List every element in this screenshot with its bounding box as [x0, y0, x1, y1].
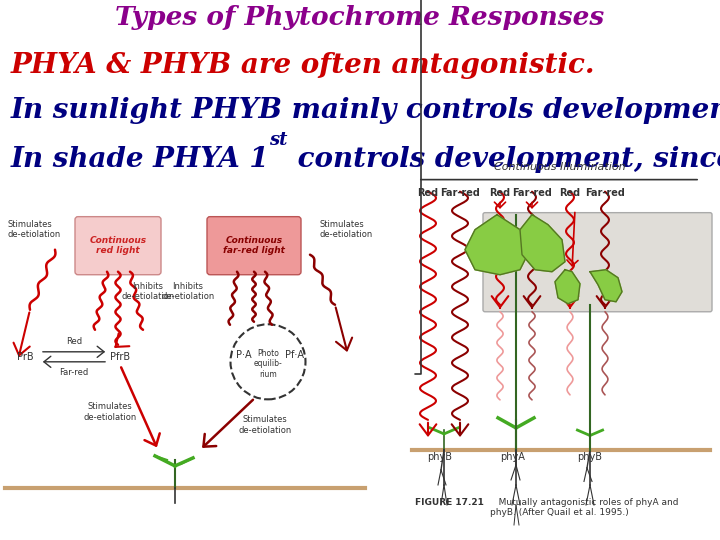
Text: PfrB: PfrB: [110, 352, 130, 362]
Text: Continuous
red light: Continuous red light: [89, 236, 147, 255]
Text: In sunlight PHYB mainly controls development: In sunlight PHYB mainly controls develop…: [11, 97, 720, 124]
FancyBboxPatch shape: [483, 213, 712, 312]
Text: Inhibits
de-etiolation: Inhibits de-etiolation: [122, 282, 175, 301]
Text: PrB: PrB: [17, 352, 33, 362]
Text: Stimulates
de-etiolation: Stimulates de-etiolation: [84, 402, 137, 422]
Text: Pf·A: Pf·A: [286, 350, 305, 360]
Text: phyB: phyB: [428, 452, 452, 462]
Text: Red: Red: [418, 187, 438, 198]
Text: Types of Phytochrome Responses: Types of Phytochrome Responses: [115, 5, 605, 30]
Text: Stimulates
de-etiolation: Stimulates de-etiolation: [238, 415, 292, 435]
Text: Red: Red: [490, 187, 510, 198]
Text: phyB: phyB: [577, 452, 603, 462]
Text: FIGURE 17.21: FIGURE 17.21: [415, 498, 484, 507]
FancyBboxPatch shape: [207, 217, 301, 275]
Polygon shape: [590, 269, 622, 302]
Text: Continuous Illumination: Continuous Illumination: [494, 161, 626, 172]
Text: st: st: [269, 131, 288, 149]
Text: Red: Red: [66, 337, 82, 346]
Text: Far-red: Far-red: [585, 187, 625, 198]
Text: Continuous
far-red light: Continuous far-red light: [223, 236, 285, 255]
Text: controls development, since FR is high: controls development, since FR is high: [288, 146, 720, 173]
Text: Inhibits
de-etiolation: Inhibits de-etiolation: [161, 282, 215, 301]
Text: Photo
equilib-
rium: Photo equilib- rium: [253, 349, 282, 379]
Text: PHYA & PHYB are often antagonistic.: PHYA & PHYB are often antagonistic.: [11, 52, 595, 79]
Polygon shape: [465, 215, 530, 275]
Text: Stimulates
de-etiolation: Stimulates de-etiolation: [8, 220, 61, 239]
FancyBboxPatch shape: [75, 217, 161, 275]
Text: Far-red: Far-red: [512, 187, 552, 198]
Polygon shape: [520, 215, 565, 272]
Polygon shape: [555, 269, 580, 304]
Text: phyA: phyA: [500, 452, 526, 462]
Text: Mutually antagonistic roles of phyA and
phyB. (After Quail et al. 1995.): Mutually antagonistic roles of phyA and …: [490, 498, 678, 517]
Text: Far-red: Far-red: [59, 368, 89, 377]
Text: Red: Red: [559, 187, 580, 198]
Text: P·A: P·A: [236, 350, 252, 360]
Text: Stimulates
de-etiolation: Stimulates de-etiolation: [320, 220, 373, 239]
Text: Far-red: Far-red: [440, 187, 480, 198]
Text: In shade PHYA 1: In shade PHYA 1: [11, 146, 269, 173]
